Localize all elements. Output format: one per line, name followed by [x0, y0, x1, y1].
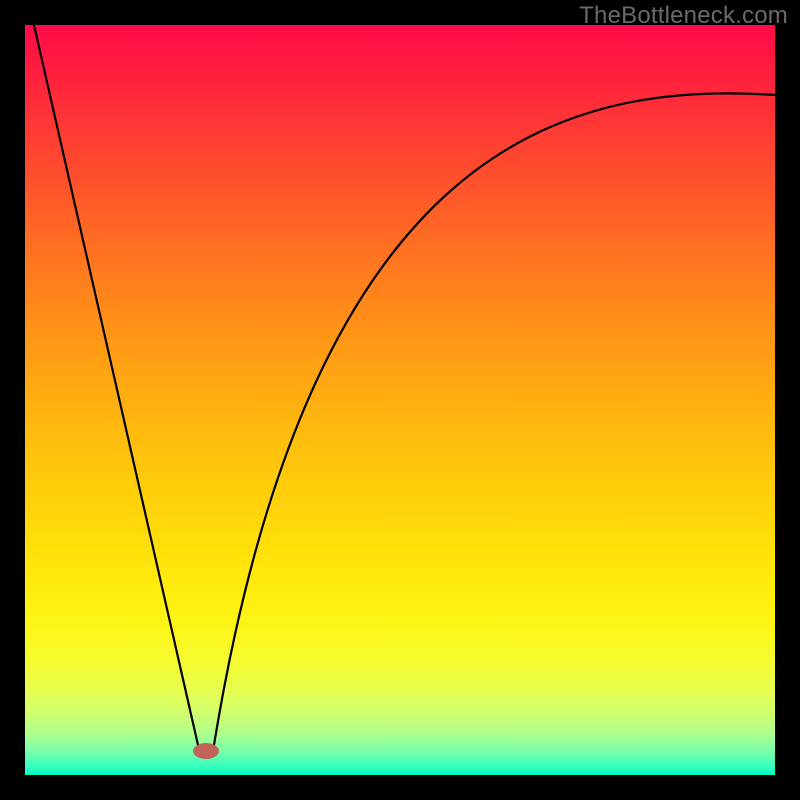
chart-svg [0, 0, 800, 800]
watermark-text: TheBottleneck.com [579, 2, 788, 30]
plot-area [25, 25, 775, 775]
chart-stage: TheBottleneck.com [0, 0, 800, 800]
bottleneck-marker [193, 743, 219, 759]
